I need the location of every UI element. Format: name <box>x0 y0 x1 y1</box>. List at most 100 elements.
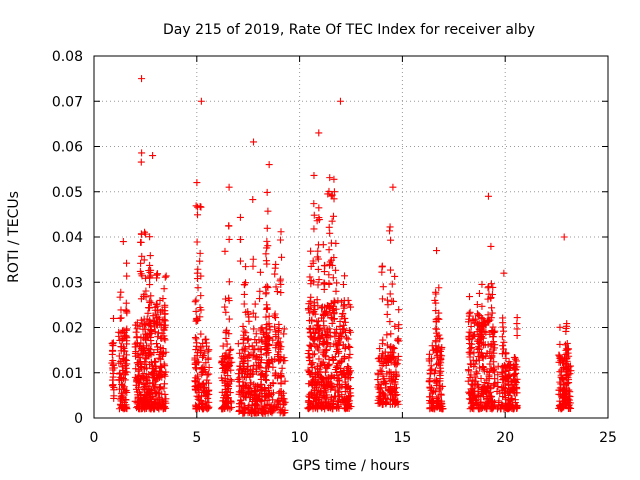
data-point <box>156 362 164 370</box>
data-point <box>428 399 436 407</box>
data-point <box>223 326 231 334</box>
data-point <box>343 383 351 391</box>
data-point <box>312 394 320 402</box>
data-point <box>432 288 440 296</box>
data-point <box>145 370 153 378</box>
data-point <box>240 327 248 335</box>
data-point <box>249 262 257 270</box>
data-point <box>475 312 483 320</box>
data-point <box>336 368 344 376</box>
data-point <box>278 364 286 372</box>
data-point <box>437 359 445 367</box>
data-point <box>325 325 333 333</box>
data-point <box>465 348 473 356</box>
data-point <box>313 217 321 225</box>
data-point <box>277 407 285 415</box>
data-point <box>426 369 434 377</box>
data-point <box>433 402 441 410</box>
data-point <box>255 405 263 413</box>
data-point <box>393 360 401 368</box>
data-point <box>146 316 154 324</box>
data-point <box>556 340 564 348</box>
data-point <box>263 304 271 312</box>
data-point <box>315 129 323 137</box>
data-point <box>469 356 477 364</box>
data-point <box>435 331 443 339</box>
data-point <box>388 280 396 288</box>
data-point <box>379 283 387 291</box>
data-point <box>340 297 348 305</box>
data-point <box>161 336 169 344</box>
data-point <box>467 329 475 337</box>
data-point <box>560 233 568 241</box>
data-point <box>263 367 271 375</box>
chart-title: Day 215 of 2019, Rate Of TEC Index for r… <box>163 22 535 38</box>
data-point <box>382 399 390 407</box>
data-point <box>310 376 318 384</box>
data-point <box>122 326 130 334</box>
data-point <box>132 328 140 336</box>
data-point <box>347 303 355 311</box>
data-point <box>250 325 258 333</box>
data-point <box>489 346 497 354</box>
data-point <box>505 358 513 366</box>
data-point <box>121 371 129 379</box>
data-point <box>562 392 570 400</box>
data-point <box>146 360 154 368</box>
data-point <box>468 390 476 398</box>
data-point <box>117 393 125 401</box>
data-point <box>326 174 334 182</box>
data-point <box>328 191 336 199</box>
data-point <box>258 409 266 417</box>
data-point <box>239 407 247 415</box>
data-point <box>262 257 270 265</box>
data-point <box>252 313 260 321</box>
data-point <box>427 362 435 370</box>
data-point <box>331 298 339 306</box>
data-point <box>158 364 166 372</box>
data-point <box>315 346 323 354</box>
data-point <box>160 384 168 392</box>
data-point <box>466 339 474 347</box>
data-point <box>161 303 169 311</box>
data-point <box>326 403 334 411</box>
data-point <box>504 377 512 385</box>
data-point <box>160 325 168 333</box>
data-point <box>246 394 254 402</box>
data-point <box>488 309 496 317</box>
data-point <box>240 290 248 298</box>
data-point <box>264 391 272 399</box>
data-point <box>314 317 322 325</box>
data-point <box>200 366 208 374</box>
data-point <box>197 292 205 300</box>
data-point <box>387 266 394 274</box>
data-point <box>486 360 494 368</box>
data-point <box>501 374 509 382</box>
data-point <box>319 312 327 319</box>
data-point <box>558 400 566 408</box>
data-point <box>109 366 117 374</box>
data-point <box>162 368 170 376</box>
data-point <box>226 376 234 384</box>
data-point <box>161 273 169 281</box>
data-point <box>146 252 154 260</box>
data-point <box>490 364 498 372</box>
data-point <box>155 371 163 379</box>
data-point <box>341 272 349 280</box>
data-point <box>247 379 255 387</box>
data-point <box>484 192 492 200</box>
data-point <box>280 400 288 408</box>
data-point <box>141 358 149 366</box>
y-tick-label: 0.08 <box>52 49 83 65</box>
data-point <box>123 351 131 359</box>
data-point <box>270 403 278 411</box>
data-point <box>196 249 204 257</box>
data-point <box>192 296 200 304</box>
data-point <box>477 374 485 382</box>
data-point <box>117 314 125 322</box>
data-point <box>147 292 155 300</box>
data-point <box>342 382 350 390</box>
data-point <box>321 368 329 376</box>
data-point <box>562 372 570 380</box>
data-point <box>487 280 495 288</box>
